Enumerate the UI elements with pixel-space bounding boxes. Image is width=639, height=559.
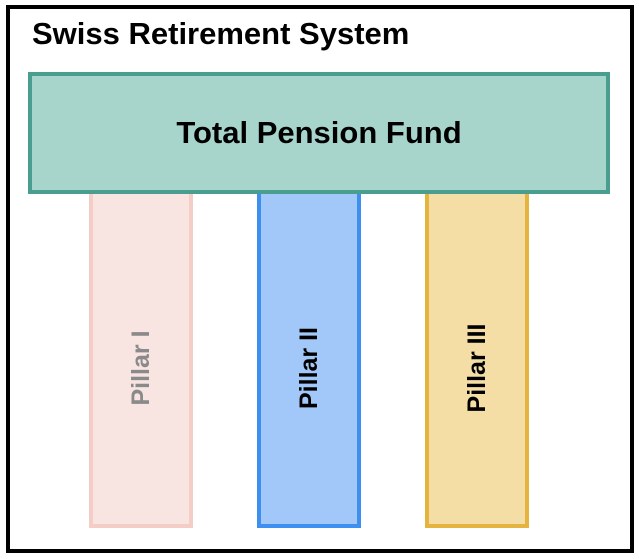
pillar-3-label: Pillar III bbox=[463, 323, 491, 413]
total-pension-fund-box: Total Pension Fund bbox=[28, 72, 610, 194]
diagram-title: Swiss Retirement System bbox=[32, 16, 410, 51]
pillar-1-column: Pillar I bbox=[89, 188, 193, 528]
pillar-2-label: Pillar II bbox=[295, 326, 323, 409]
total-pension-fund-label: Total Pension Fund bbox=[176, 115, 462, 150]
pillar-3-column: Pillar III bbox=[425, 188, 529, 528]
pillar-1-label: Pillar I bbox=[127, 330, 155, 406]
pillar-2-column: Pillar II bbox=[257, 188, 361, 528]
